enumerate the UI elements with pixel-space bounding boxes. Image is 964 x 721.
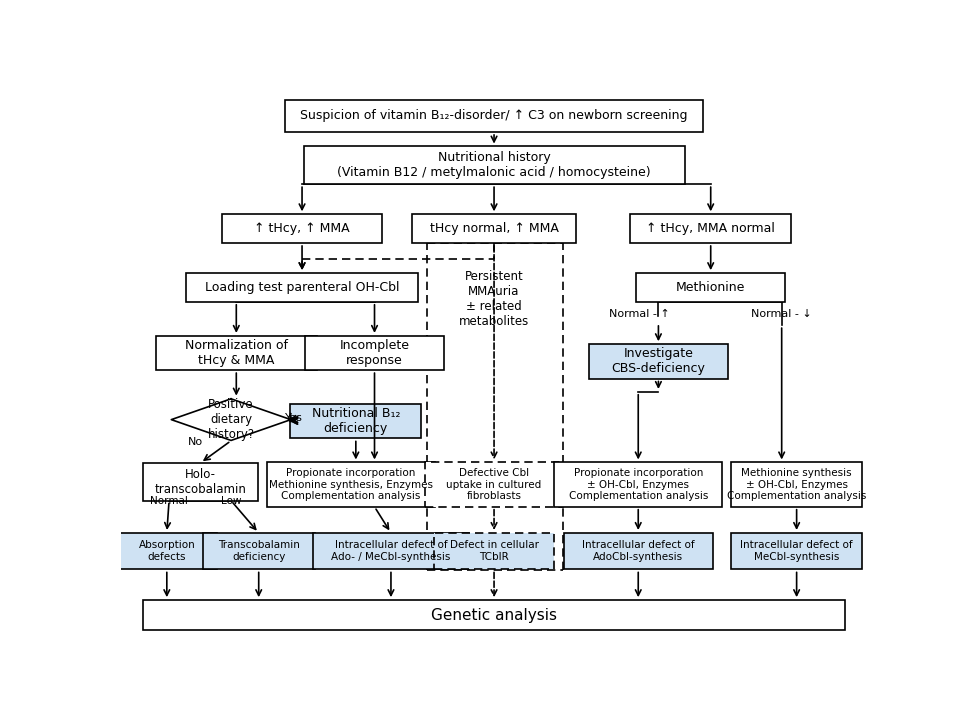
FancyBboxPatch shape bbox=[636, 273, 786, 302]
Text: Methionine synthesis
± OH-Cbl, Enzymes
Complementation analysis: Methionine synthesis ± OH-Cbl, Enzymes C… bbox=[727, 468, 867, 501]
Text: Nutritional B₁₂
deficiency: Nutritional B₁₂ deficiency bbox=[311, 407, 400, 435]
FancyBboxPatch shape bbox=[412, 214, 576, 243]
FancyBboxPatch shape bbox=[118, 533, 217, 570]
Text: Intracellular defect of
MeCbl-synthesis: Intracellular defect of MeCbl-synthesis bbox=[740, 541, 853, 562]
FancyBboxPatch shape bbox=[306, 336, 443, 370]
Text: Low: Low bbox=[221, 496, 241, 506]
FancyBboxPatch shape bbox=[312, 533, 469, 570]
FancyBboxPatch shape bbox=[186, 273, 417, 302]
Text: Propionate incorporation
Methionine synthesis, Enzymes
Complementation analysis: Propionate incorporation Methionine synt… bbox=[269, 468, 433, 501]
Text: Transcobalamin
deficiency: Transcobalamin deficiency bbox=[218, 541, 300, 562]
Text: Defective Cbl
uptake in cultured
fibroblasts: Defective Cbl uptake in cultured fibrobl… bbox=[446, 468, 542, 501]
Text: Normalization of
tHcy & MMA: Normalization of tHcy & MMA bbox=[185, 339, 288, 367]
Text: Intracellular defect of
Ado- / MeCbl-synthesis: Intracellular defect of Ado- / MeCbl-syn… bbox=[332, 541, 450, 562]
Polygon shape bbox=[172, 399, 291, 441]
Text: ↑ tHcy, MMA normal: ↑ tHcy, MMA normal bbox=[646, 222, 775, 235]
FancyBboxPatch shape bbox=[267, 462, 435, 507]
Text: No: No bbox=[188, 437, 202, 447]
Text: Suspicion of vitamin B₁₂-disorder/ ↑ C3 on newborn screening: Suspicion of vitamin B₁₂-disorder/ ↑ C3 … bbox=[301, 110, 687, 123]
Text: Positive
dietary
history?: Positive dietary history? bbox=[207, 398, 254, 441]
Text: Persistent
MMAuria
± related
metabolites: Persistent MMAuria ± related metabolites bbox=[459, 270, 529, 327]
FancyBboxPatch shape bbox=[425, 462, 563, 507]
FancyBboxPatch shape bbox=[554, 462, 722, 507]
Text: Normal - ↑: Normal - ↑ bbox=[609, 309, 670, 319]
FancyBboxPatch shape bbox=[630, 214, 791, 243]
FancyBboxPatch shape bbox=[143, 463, 258, 500]
Text: Investigate
CBS-deficiency: Investigate CBS-deficiency bbox=[611, 348, 706, 376]
Text: Genetic analysis: Genetic analysis bbox=[431, 608, 557, 622]
Text: Absorption
defects: Absorption defects bbox=[139, 541, 195, 562]
Text: Methionine: Methionine bbox=[676, 281, 745, 294]
Text: Nutritional history
(Vitamin B12 / metylmalonic acid / homocysteine): Nutritional history (Vitamin B12 / metyl… bbox=[337, 151, 651, 180]
Text: Normal: Normal bbox=[150, 496, 188, 506]
Text: Holo-
transcobalamin: Holo- transcobalamin bbox=[154, 468, 247, 496]
Text: Loading test parenteral OH-Cbl: Loading test parenteral OH-Cbl bbox=[204, 281, 399, 294]
FancyBboxPatch shape bbox=[304, 146, 684, 185]
FancyBboxPatch shape bbox=[732, 462, 862, 507]
Text: tHcy normal, ↑ MMA: tHcy normal, ↑ MMA bbox=[430, 222, 558, 235]
FancyBboxPatch shape bbox=[143, 600, 845, 630]
Text: Normal - ↓: Normal - ↓ bbox=[751, 309, 812, 319]
Text: Incomplete
response: Incomplete response bbox=[339, 339, 410, 367]
Text: Intracellular defect of
AdoCbl-synthesis: Intracellular defect of AdoCbl-synthesis bbox=[582, 541, 694, 562]
FancyBboxPatch shape bbox=[564, 533, 713, 570]
FancyBboxPatch shape bbox=[732, 533, 862, 570]
Text: ↑ tHcy, ↑ MMA: ↑ tHcy, ↑ MMA bbox=[254, 222, 350, 235]
Text: Defect in cellular
TCblR: Defect in cellular TCblR bbox=[449, 541, 539, 562]
FancyBboxPatch shape bbox=[285, 99, 704, 132]
FancyBboxPatch shape bbox=[589, 344, 728, 379]
FancyBboxPatch shape bbox=[434, 533, 553, 570]
FancyBboxPatch shape bbox=[202, 533, 314, 570]
FancyBboxPatch shape bbox=[290, 404, 421, 438]
Text: Yes: Yes bbox=[285, 413, 303, 423]
FancyBboxPatch shape bbox=[222, 214, 383, 243]
FancyBboxPatch shape bbox=[156, 336, 316, 370]
Text: Propionate incorporation
± OH-Cbl, Enzymes
Complementation analysis: Propionate incorporation ± OH-Cbl, Enzym… bbox=[569, 468, 708, 501]
